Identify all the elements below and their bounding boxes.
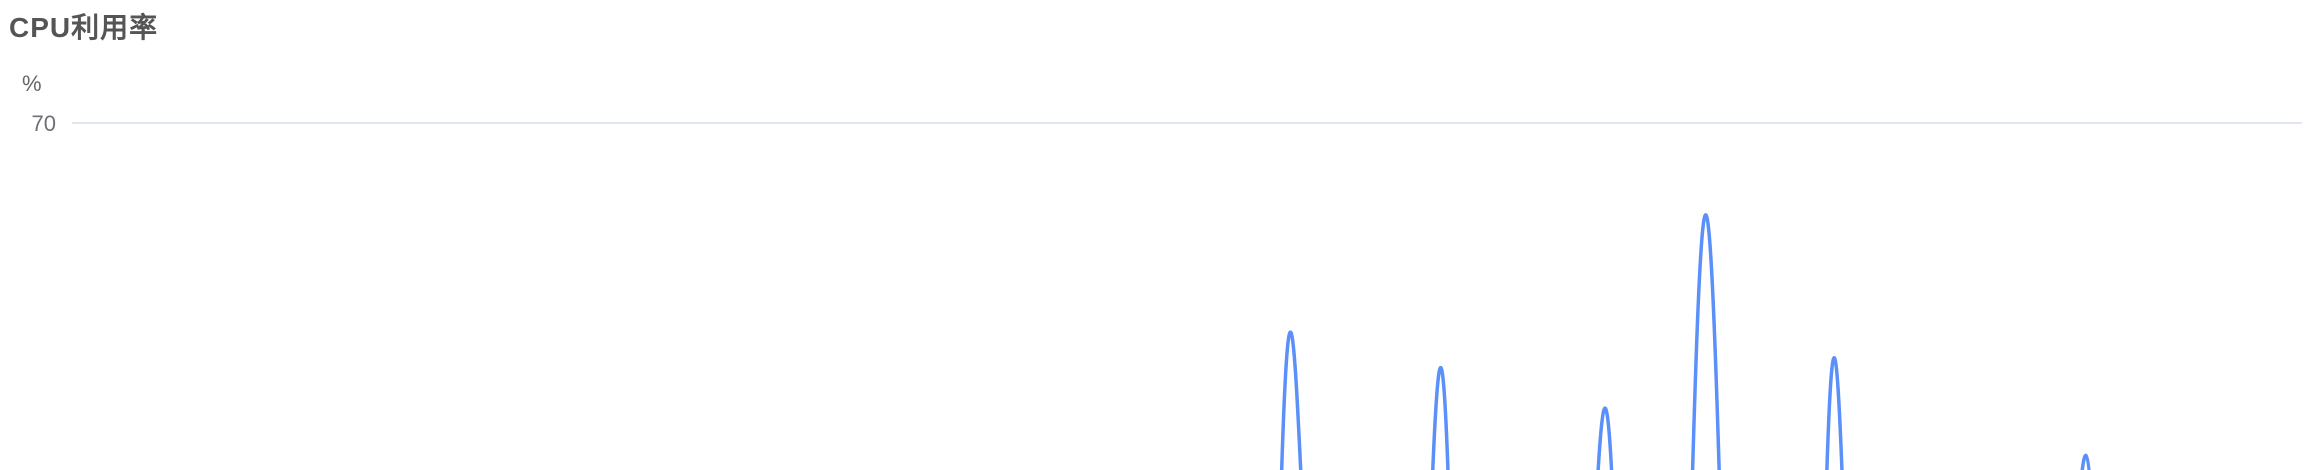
y-axis-unit-label: % — [22, 71, 42, 96]
grid-lines — [72, 122, 2302, 124]
cpu-usage-series-line — [1279, 213, 2091, 470]
y-axis: % 010203040506070 — [22, 71, 56, 136]
y-tick-label: 70 — [32, 111, 56, 136]
series-layer — [1279, 213, 2091, 470]
chart-title: CPU利用率 — [9, 12, 159, 43]
